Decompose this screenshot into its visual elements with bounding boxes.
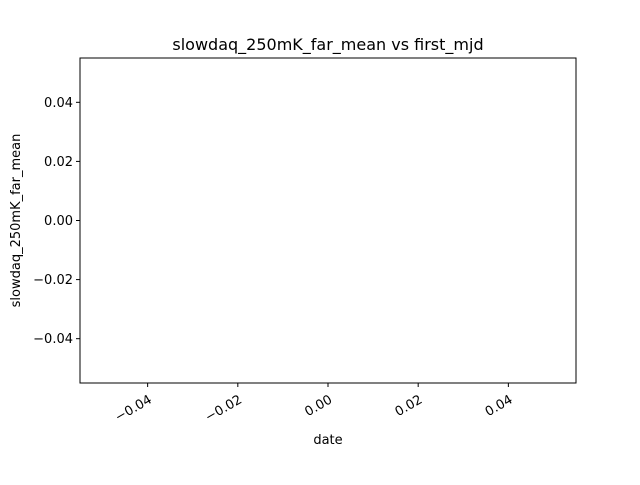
y-tick-label: −0.02	[33, 273, 73, 288]
y-axis-ticks: −0.04 −0.02 0.00 0.02 0.04	[33, 96, 80, 347]
y-tick-label: 0.02	[44, 155, 73, 170]
y-axis-label: slowdaq_250mK_far_mean	[9, 134, 24, 308]
y-tick-label: 0.00	[44, 214, 73, 229]
x-axis-label: date	[313, 433, 342, 448]
chart-title: slowdaq_250mK_far_mean vs first_mjd	[172, 35, 483, 55]
y-tick-label: 0.04	[44, 96, 73, 111]
y-tick-label: −0.04	[33, 332, 73, 347]
plot-area-frame	[79, 57, 577, 384]
